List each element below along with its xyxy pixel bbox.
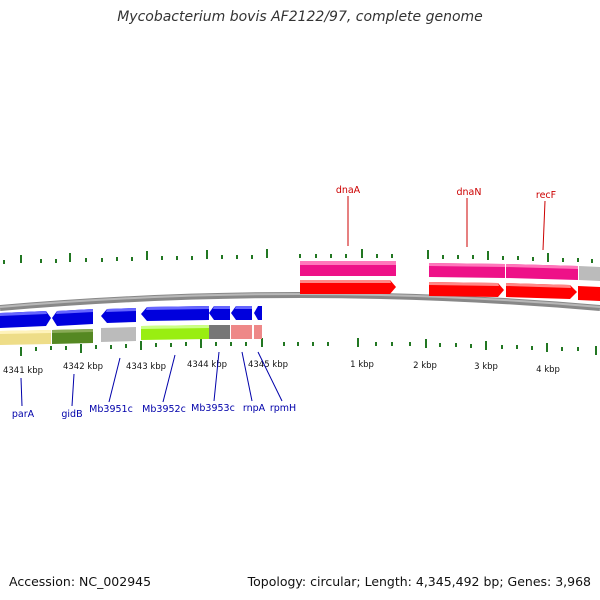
- leader-line-recF: [542, 200, 546, 251]
- gene-label-dnaA[interactable]: dnaA: [336, 185, 361, 196]
- ruler-label: 4344 kbp: [187, 360, 227, 370]
- ruler-label: 2 kbp: [413, 361, 437, 371]
- ruler-label: 4345 kbp: [248, 360, 288, 370]
- gene-label-Mb3952c[interactable]: Mb3952c: [142, 404, 186, 415]
- ruler-label: 4342 kbp: [63, 362, 103, 372]
- leader-line-rpmH: [257, 351, 283, 402]
- ruler-label: 4 kbp: [536, 365, 560, 375]
- reverse-gene-track: [0, 306, 262, 328]
- gene-arrow-rpmH[interactable]: [254, 306, 262, 320]
- ruler-label: 1 kbp: [350, 360, 374, 370]
- leader-line-Mb3951c: [108, 357, 121, 403]
- upper-tick-ruler: [3, 249, 593, 264]
- map-title: Mycobacterium bovis AF2122/97, complete …: [117, 9, 483, 25]
- ruler-label: 4341 kbp: [3, 366, 43, 376]
- gene-label-parA[interactable]: parA: [12, 409, 35, 420]
- reverse-category-band: [0, 325, 262, 345]
- genome-backbone-highlight: [0, 293, 600, 308]
- ruler-label: 4343 kbp: [126, 362, 166, 372]
- leader-line-rnpA: [241, 351, 253, 402]
- ruler-label: 3 kbp: [474, 362, 498, 372]
- gene-label-recF[interactable]: recF: [536, 190, 556, 201]
- gene-label-dnaN[interactable]: dnaN: [457, 187, 482, 198]
- gene-arrow-rnpA[interactable]: [231, 306, 252, 320]
- genome-summary: Topology: circular; Length: 4,345,492 bp…: [247, 574, 591, 589]
- lower-tick-ruler: [20, 338, 597, 356]
- gene-label-gidB[interactable]: gidB: [61, 409, 82, 420]
- gene-label-Mb3951c[interactable]: Mb3951c: [89, 404, 133, 415]
- leader-line-gidB: [71, 373, 75, 407]
- gene-label-rnpA[interactable]: rnpA: [243, 403, 266, 414]
- gene-label-Mb3953c[interactable]: Mb3953c: [191, 403, 235, 414]
- gene-arrow-dnaA[interactable]: [300, 280, 396, 294]
- gene-arrow-Mb3953c[interactable]: [209, 306, 230, 320]
- leader-line-Mb3952c: [162, 354, 176, 403]
- forward-gene-track: [300, 280, 600, 301]
- accession-label: Accession: NC_002945: [9, 574, 152, 589]
- leader-line-Mb3953c: [213, 351, 220, 402]
- genome-backbone: [0, 292, 600, 311]
- gene-label-rpmH[interactable]: rpmH: [270, 403, 296, 414]
- forward-category-band: [300, 261, 600, 281]
- leader-line-parA: [20, 377, 23, 407]
